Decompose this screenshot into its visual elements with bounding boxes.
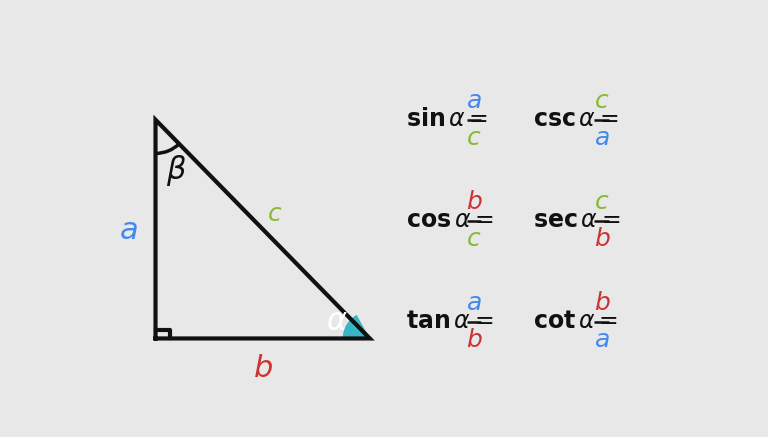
Text: $\beta$: $\beta$ (166, 153, 187, 188)
Text: $a$: $a$ (466, 89, 482, 113)
Text: $b$: $b$ (594, 227, 611, 251)
Text: $c$: $c$ (466, 126, 482, 150)
Polygon shape (343, 315, 370, 338)
Text: $\alpha$: $\alpha$ (326, 307, 348, 336)
Text: $\mathbf{cot}$$\, \alpha = $: $\mathbf{cot}$$\, \alpha = $ (534, 310, 618, 333)
Text: $\mathbf{sin}$$\, \alpha = $: $\mathbf{sin}$$\, \alpha = $ (406, 108, 488, 131)
Text: $b$: $b$ (465, 190, 482, 214)
Text: $a$: $a$ (119, 216, 138, 245)
Text: $c$: $c$ (594, 190, 610, 214)
Text: $a$: $a$ (466, 291, 482, 315)
Text: $b$: $b$ (465, 328, 482, 352)
Text: $\mathbf{csc}$$\, \alpha = $: $\mathbf{csc}$$\, \alpha = $ (534, 108, 619, 131)
Text: $b$: $b$ (594, 291, 611, 315)
Text: $a$: $a$ (594, 328, 610, 352)
Text: $c$: $c$ (594, 89, 610, 113)
Text: $\mathbf{sec}$$\, \alpha = $: $\mathbf{sec}$$\, \alpha = $ (534, 209, 621, 232)
Text: $a$: $a$ (594, 126, 610, 150)
Text: $\mathbf{tan}$$\, \alpha = $: $\mathbf{tan}$$\, \alpha = $ (406, 310, 493, 333)
Text: $c$: $c$ (466, 227, 482, 251)
Text: $\mathbf{cos}$$\, \alpha = $: $\mathbf{cos}$$\, \alpha = $ (406, 209, 493, 232)
Text: $b$: $b$ (253, 354, 273, 383)
Text: $c$: $c$ (266, 202, 283, 226)
